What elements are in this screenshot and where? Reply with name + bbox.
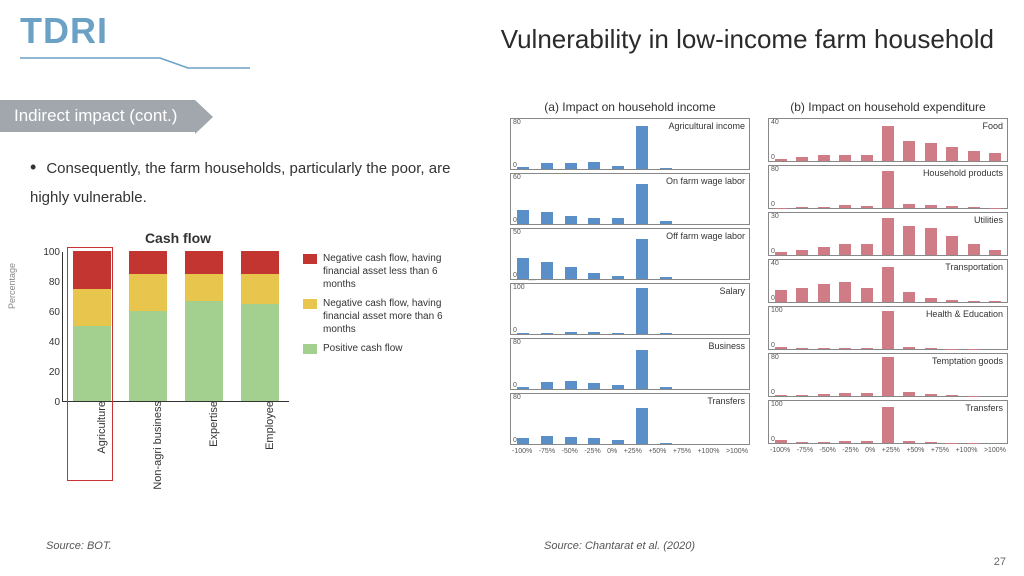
bullet-text: Consequently, the farm households, parti…	[30, 150, 490, 213]
legend-item: Negative cash flow, having financial ass…	[303, 252, 453, 291]
panel-a-xaxis: -100% -75% -50% -25% 0% +25% +50% +75% +100% >100…	[510, 448, 750, 455]
mini-chart-label: Transportation	[945, 262, 1003, 272]
xaxis-tick: >100%	[984, 447, 1006, 454]
xaxis-tick: +25%	[882, 447, 900, 454]
cashflow-legend: Negative cash flow, having financial ass…	[303, 252, 453, 402]
xaxis-tick: -75%	[797, 447, 813, 454]
xaxis-tick: -50%	[562, 448, 578, 455]
source-left: Source: BOT.	[46, 540, 112, 552]
xaxis-tick: -100%	[770, 447, 790, 454]
cashflow-highlight-box	[67, 247, 113, 481]
xaxis-tick: -50%	[820, 447, 836, 454]
panel-b: (b) Impact on household expenditure Food…	[768, 100, 1008, 454]
panel-a-title: (a) Impact on household income	[510, 100, 750, 114]
xaxis-tick: +100%	[955, 447, 977, 454]
legend-item: Positive cash flow	[303, 342, 453, 355]
cashflow-title: Cash flow	[58, 230, 298, 246]
cashflow-chart: Cash flow Percentage 020406080100 Agricu…	[18, 230, 488, 402]
mini-chart: Health & Education1000	[768, 306, 1008, 350]
cashflow-ylabel: Percentage	[7, 263, 17, 309]
logo-text: TDRI	[20, 10, 108, 51]
mini-chart: Agricultural income800	[510, 118, 750, 170]
mini-chart: Off farm wage labor500	[510, 228, 750, 280]
mini-chart-label: Utilities	[974, 215, 1003, 225]
xaxis-tick: +100%	[697, 448, 719, 455]
mini-chart: Household products800	[768, 165, 1008, 209]
mini-chart: Salary1000	[510, 283, 750, 335]
cashflow-category-label: Non-agri business	[148, 401, 164, 490]
cashflow-bar: Employee	[241, 251, 279, 401]
xaxis-tick: -25%	[584, 448, 600, 455]
mini-chart-label: Health & Education	[926, 309, 1003, 319]
panel-a: (a) Impact on household income % Total h…	[510, 100, 750, 455]
xaxis-tick: 0%	[607, 448, 617, 455]
panel-b-title: (b) Impact on household expenditure	[768, 100, 1008, 114]
mini-chart: Business800	[510, 338, 750, 390]
cashflow-plot: AgricultureNon-agri businessExpertiseEmp…	[62, 252, 289, 402]
mini-chart: On farm wage labor600	[510, 173, 750, 225]
mini-chart-label: Household products	[923, 168, 1003, 178]
mini-chart-label: Business	[708, 341, 745, 351]
xaxis-tick: +50%	[648, 448, 666, 455]
cashflow-yaxis: Percentage 020406080100	[18, 252, 62, 402]
xaxis-tick: -100%	[512, 448, 532, 455]
mini-chart-label: Agricultural income	[668, 121, 745, 131]
mini-chart-label: Transfers	[707, 396, 745, 406]
xaxis-tick: -25%	[842, 447, 858, 454]
mini-chart: Transfers800	[510, 393, 750, 445]
section-ribbon: Indirect impact (cont.)	[0, 100, 195, 132]
mini-chart-label: On farm wage labor	[666, 176, 745, 186]
mini-chart-label: Food	[982, 121, 1003, 131]
mini-chart-label: Transfers	[965, 403, 1003, 413]
mini-chart: Transfers1000	[768, 400, 1008, 444]
mini-chart-label: Off farm wage labor	[666, 231, 745, 241]
xaxis-tick: +25%	[624, 448, 642, 455]
legend-item: Negative cash flow, having financial ass…	[303, 297, 453, 336]
xaxis-tick: 0%	[865, 447, 875, 454]
xaxis-tick: -75%	[539, 448, 555, 455]
cashflow-bar: Expertise	[185, 251, 223, 401]
xaxis-tick: +50%	[906, 447, 924, 454]
cashflow-category-label: Employee	[260, 401, 276, 450]
mini-chart-label: Temptation goods	[932, 356, 1003, 366]
mini-chart-label: Salary	[719, 286, 745, 296]
page-number: 27	[994, 556, 1006, 568]
logo-underline	[20, 56, 250, 70]
panel-b-xaxis: -100% -75% -50% -25% 0% +25% +50% +75% +100% >100…	[768, 447, 1008, 454]
xaxis-tick: +75%	[931, 447, 949, 454]
source-right: Source: Chantarat et al. (2020)	[544, 540, 695, 552]
mini-chart: Temptation goods800	[768, 353, 1008, 397]
mini-chart: Transportation400	[768, 259, 1008, 303]
logo: TDRI	[20, 10, 108, 52]
xaxis-tick: +75%	[673, 448, 691, 455]
cashflow-category-label: Expertise	[204, 401, 220, 447]
slide-title: Vulnerability in low-income farm househo…	[501, 24, 994, 55]
xaxis-tick: >100%	[726, 448, 748, 455]
mini-chart: Food400	[768, 118, 1008, 162]
mini-chart: Utilities300	[768, 212, 1008, 256]
cashflow-bar: Non-agri business	[129, 251, 167, 401]
